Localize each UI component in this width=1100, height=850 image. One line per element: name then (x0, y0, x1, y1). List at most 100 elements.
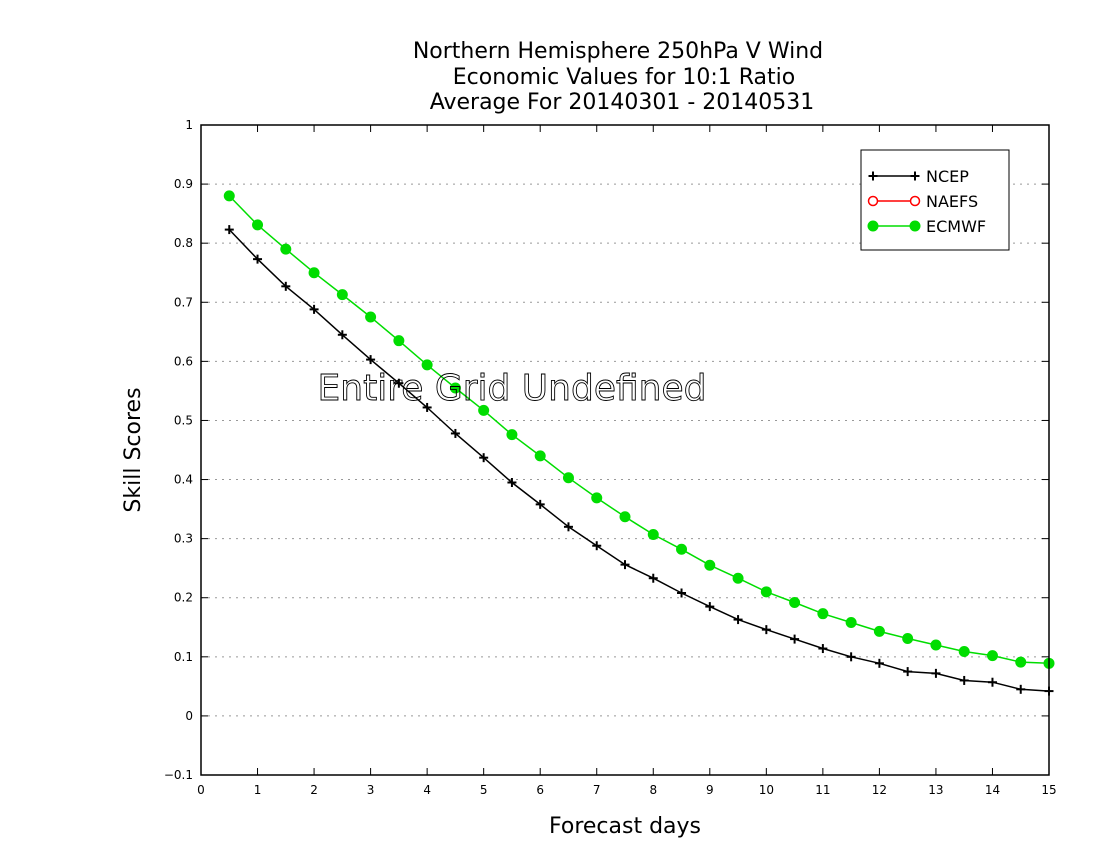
x-tick-label: 9 (706, 783, 714, 797)
ncep-point (733, 615, 743, 625)
x-tick-label: 7 (593, 783, 601, 797)
legend-item-naefs: NAEFS (867, 192, 978, 211)
ncep-point (450, 428, 460, 438)
x-axis-label: Forecast days (549, 814, 701, 839)
ecmwf-point (591, 492, 603, 504)
ncep-point (224, 225, 234, 235)
ncep-point (366, 355, 376, 365)
y-tick-label: 1 (185, 118, 193, 132)
ncep-line (228, 229, 1050, 692)
ncep-point (818, 644, 828, 654)
ecmwf-line (228, 195, 1050, 665)
y-tick-label: 0.7 (174, 295, 193, 309)
legend-items: NCEP NAEFS ECMWF (867, 167, 986, 236)
x-tick-label: 6 (536, 783, 544, 797)
legend: NCEP NAEFS ECMWF (860, 149, 1010, 251)
ecmwf-point (393, 335, 405, 347)
legend-marker (909, 220, 921, 232)
x-tick-label: 4 (423, 783, 431, 797)
ecmwf-point (873, 625, 885, 637)
legend-marker (868, 171, 878, 181)
ncep-point (563, 522, 573, 532)
grid (201, 183, 1049, 717)
ecmwf-series (223, 190, 1055, 669)
legend-marker (910, 171, 920, 181)
x-tick-label: 12 (872, 783, 887, 797)
ecmwf-point (336, 289, 348, 301)
legend-box (860, 149, 1010, 251)
y-tick-label: 0.1 (174, 650, 193, 664)
ncep-point (648, 573, 658, 583)
x-tick-label: 14 (985, 783, 1000, 797)
x-tick-label: 11 (815, 783, 830, 797)
y-tick-label: 0.9 (174, 177, 193, 191)
ecmwf-point (732, 572, 744, 584)
ncep-point (507, 478, 517, 487)
axis-ticks: −0.100.10.20.30.40.50.60.70.80.910 1 2 3 4 5 6… (164, 118, 1057, 797)
y-tick-label: 0 (185, 709, 193, 723)
ncep-point (1016, 684, 1026, 694)
legend-marker (867, 195, 879, 207)
title-line-3: Average For 20140301 - 20140531 (430, 90, 815, 115)
ecmwf-point (534, 450, 546, 462)
legend-label: NCEP (926, 167, 969, 186)
ncep-point (677, 588, 687, 598)
ecmwf-point (478, 404, 490, 416)
ecmwf-point (280, 243, 292, 255)
legend-label: ECMWF (926, 217, 986, 236)
ecmwf-point (958, 646, 970, 657)
ecmwf-point (845, 617, 857, 629)
x-tick-label: 13 (928, 783, 943, 797)
legend-item-ecmwf: ECMWF (867, 217, 986, 236)
ncep-point (705, 602, 715, 612)
ncep-point (931, 668, 941, 678)
ncep-point (959, 675, 969, 685)
x-tick-label: 1 (254, 783, 262, 797)
title-line-1: Northern Hemisphere 250hPa V Wind (413, 39, 823, 64)
y-tick-label: 0.6 (174, 354, 193, 368)
ecmwf-point (308, 267, 320, 279)
ncep-point (761, 625, 771, 635)
ecmwf-point (760, 586, 772, 598)
ncep-point (592, 541, 602, 551)
ncep-point (987, 677, 997, 687)
legend-label: NAEFS (926, 192, 978, 211)
ncep-point (281, 281, 291, 291)
ecmwf-point (930, 639, 942, 651)
ncep-point (422, 402, 432, 412)
ecmwf-point (421, 359, 433, 371)
x-tick-label: 2 (310, 783, 318, 797)
y-tick-label: 0.5 (174, 413, 193, 427)
ncep-point (620, 560, 630, 570)
ecmwf-point (365, 311, 377, 323)
x-tick-label: 8 (649, 783, 657, 797)
y-tick-label: 0.8 (174, 236, 193, 250)
ncep-point (253, 254, 263, 264)
ecmwf-point (817, 608, 829, 620)
ecmwf-point (506, 429, 518, 441)
x-tick-label: 3 (367, 783, 375, 797)
ecmwf-point (619, 511, 631, 523)
ecmwf-point (562, 472, 574, 484)
ecmwf-point (223, 190, 235, 202)
x-tick-label: 10 (759, 783, 774, 797)
y-axis-label: Skill Scores (121, 387, 146, 512)
ecmwf-point (902, 633, 914, 644)
ecmwf-point (704, 559, 716, 571)
legend-marker (909, 195, 921, 207)
y-tick-label: −0.1 (164, 768, 193, 782)
ncep-point (846, 652, 856, 662)
ncep-point (874, 658, 884, 668)
undefined-grid-annotation: Entire Grid Undefined (318, 368, 707, 409)
x-tick-label: 0 (197, 783, 205, 797)
title-line-2: Economic Values for 10:1 Ratio (453, 65, 795, 90)
ncep-point (790, 634, 800, 644)
legend-marker (867, 220, 879, 232)
y-tick-label: 0.3 (174, 532, 193, 546)
legend-item-ncep: NCEP (868, 167, 969, 186)
x-tick-label: 5 (480, 783, 488, 797)
ncep-point (394, 378, 404, 388)
ncep-point (309, 304, 319, 314)
chart-title: Northern Hemisphere 250hPa V Wind Econom… (413, 39, 823, 115)
